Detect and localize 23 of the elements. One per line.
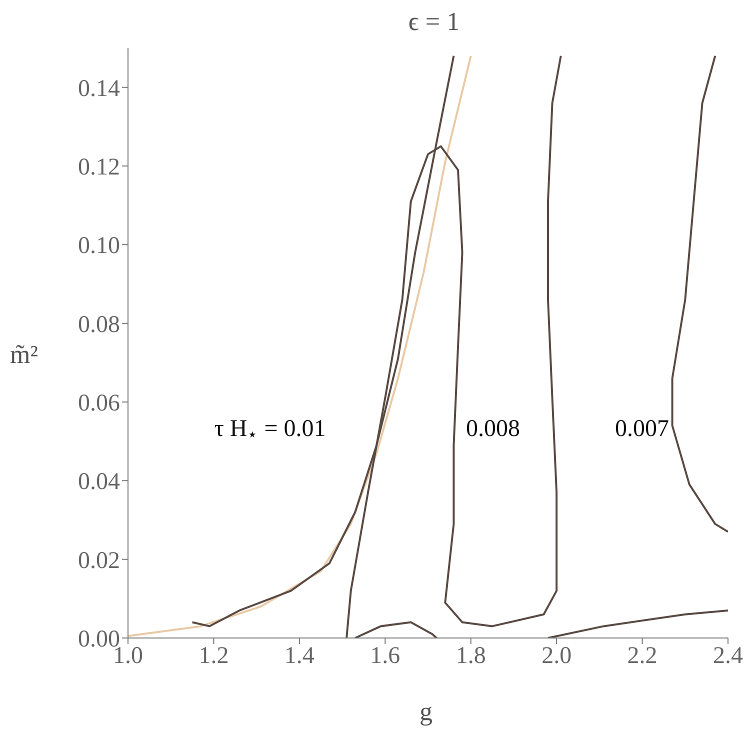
x-tick-label: 1.2: [198, 643, 229, 670]
line-series: [671, 54, 728, 533]
x-tick-label: 1.4: [284, 643, 314, 670]
y-tick-label: 0.02: [78, 548, 120, 574]
y-tick-label: 0.06: [78, 390, 120, 417]
annotation: 0.008: [466, 416, 520, 442]
x-tick-label: 2.0: [542, 643, 572, 670]
x-axis-title: g: [420, 697, 432, 726]
y-axis-title: m̃²: [10, 340, 38, 369]
x-tick-label: 1.6: [370, 643, 400, 670]
chart-title: ϵ = 1: [408, 7, 460, 36]
y-tick-label: 0.14: [78, 76, 120, 102]
y-tick-label: 0.08: [78, 312, 120, 338]
y-tick-label: 0.10: [78, 233, 120, 260]
x-tick-label: 1.8: [456, 643, 486, 670]
y-tick-label: 0.12: [78, 154, 120, 181]
annotation: τ H$_{⋆}$ = 0.01: [214, 416, 326, 444]
y-tick-label: 0.04: [78, 469, 120, 496]
x-tick-label: 2.4: [713, 643, 743, 670]
line-series: [547, 609, 728, 638]
line-series: [354, 621, 438, 638]
annotation: 0.007: [615, 416, 669, 442]
x-tick-label: 2.2: [627, 643, 658, 670]
